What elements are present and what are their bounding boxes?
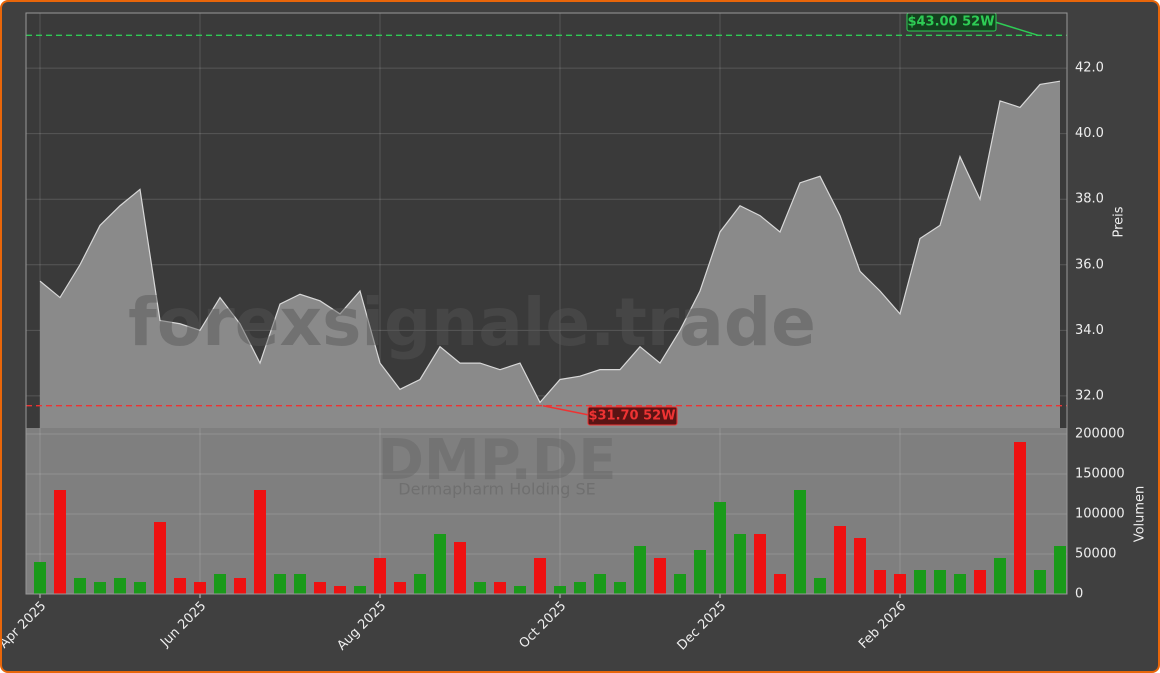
volume-bar [794, 490, 806, 594]
volume-bar [274, 574, 286, 594]
price-line [39, 80, 1061, 404]
volume-bar [1054, 546, 1066, 594]
volume-bar [974, 570, 986, 594]
volume-bar [854, 538, 866, 594]
volume-bar [834, 526, 846, 594]
volume-bar [214, 574, 226, 594]
volume-bar [694, 550, 706, 594]
volume-bar [134, 582, 146, 594]
volume-bar [254, 490, 266, 594]
volume-bar [1034, 570, 1046, 594]
volume-panel [26, 428, 1067, 594]
y2-tick-label: 150000 [1075, 467, 1125, 482]
low-label: $31.70 52W [588, 409, 675, 424]
volume-bar [34, 562, 46, 594]
low-arrow [542, 404, 590, 416]
y-tick-label: 36.0 [1075, 257, 1104, 272]
x-tick-label: Aug 2025 [334, 599, 389, 654]
volume-bar [294, 574, 306, 594]
y-tick-label: 40.0 [1075, 126, 1104, 141]
y2-tick-label: 50000 [1075, 547, 1116, 562]
volume-bar [554, 586, 566, 594]
high-label: $43.00 52W [907, 15, 994, 30]
y-tick-label: 42.0 [1075, 61, 1104, 76]
company-watermark: Dermapharm Holding SE [398, 480, 595, 499]
x-tick-label: Apr 2025 [2, 599, 49, 652]
volume-bar [494, 582, 506, 594]
y-tick-label: 34.0 [1075, 323, 1104, 338]
x-tick-label: Dec 2025 [675, 599, 730, 654]
volume-bar [714, 502, 726, 594]
volume-bar [894, 574, 906, 594]
volume-bar [754, 534, 766, 594]
volume-bar [114, 578, 126, 594]
volume-bar [914, 570, 926, 594]
volume-bar [594, 574, 606, 594]
volume-bar [94, 582, 106, 594]
volume-bar [374, 558, 386, 594]
volume-bar [674, 574, 686, 594]
plot-border [25, 12, 1068, 595]
x-tick-label: Feb 2026 [856, 599, 909, 652]
y2-tick-label: 200000 [1075, 427, 1125, 442]
ticker-watermark: DMP.DE [378, 428, 617, 493]
volume-bar [934, 570, 946, 594]
volume-bar [74, 578, 86, 594]
price-area [40, 81, 1060, 428]
volume-bar [1014, 442, 1026, 594]
volume-bar [54, 490, 66, 594]
volume-bar [354, 586, 366, 594]
y2-tick-label: 0 [1075, 587, 1083, 602]
volume-bar [514, 586, 526, 594]
volume-bar [174, 578, 186, 594]
y-axis-label: Preis [1112, 206, 1127, 237]
volume-bar [874, 570, 886, 594]
volume-bar [194, 582, 206, 594]
x-tick-label: Jun 2025 [157, 599, 209, 651]
volume-bar [634, 546, 646, 594]
volume-bar [534, 558, 546, 594]
watermark: forexsignale.trade [128, 284, 816, 361]
volume-bar [314, 582, 326, 594]
y-tick-label: 32.0 [1075, 388, 1104, 403]
y-tick-label: 38.0 [1075, 192, 1104, 207]
y2-tick-label: 100000 [1075, 507, 1125, 522]
volume-bar [434, 534, 446, 594]
y2-axis-label: Volumen [1133, 486, 1148, 543]
volume-bar [814, 578, 826, 594]
volume-bar [474, 582, 486, 594]
volume-bar [614, 582, 626, 594]
volume-bar [994, 558, 1006, 594]
volume-bar [654, 558, 666, 594]
volume-bar [154, 522, 166, 594]
volume-bar [394, 582, 406, 594]
low-label-box [587, 406, 678, 426]
volume-bar [414, 574, 426, 594]
volume-bar [234, 578, 246, 594]
volume-bar [574, 582, 586, 594]
x-tick-label: Oct 2025 [516, 599, 569, 652]
high-arrow [994, 21, 1039, 37]
volume-bar [454, 542, 466, 594]
volume-bar [334, 586, 346, 594]
volume-bar [734, 534, 746, 594]
volume-bar [774, 574, 786, 594]
volume-bar [954, 574, 966, 594]
